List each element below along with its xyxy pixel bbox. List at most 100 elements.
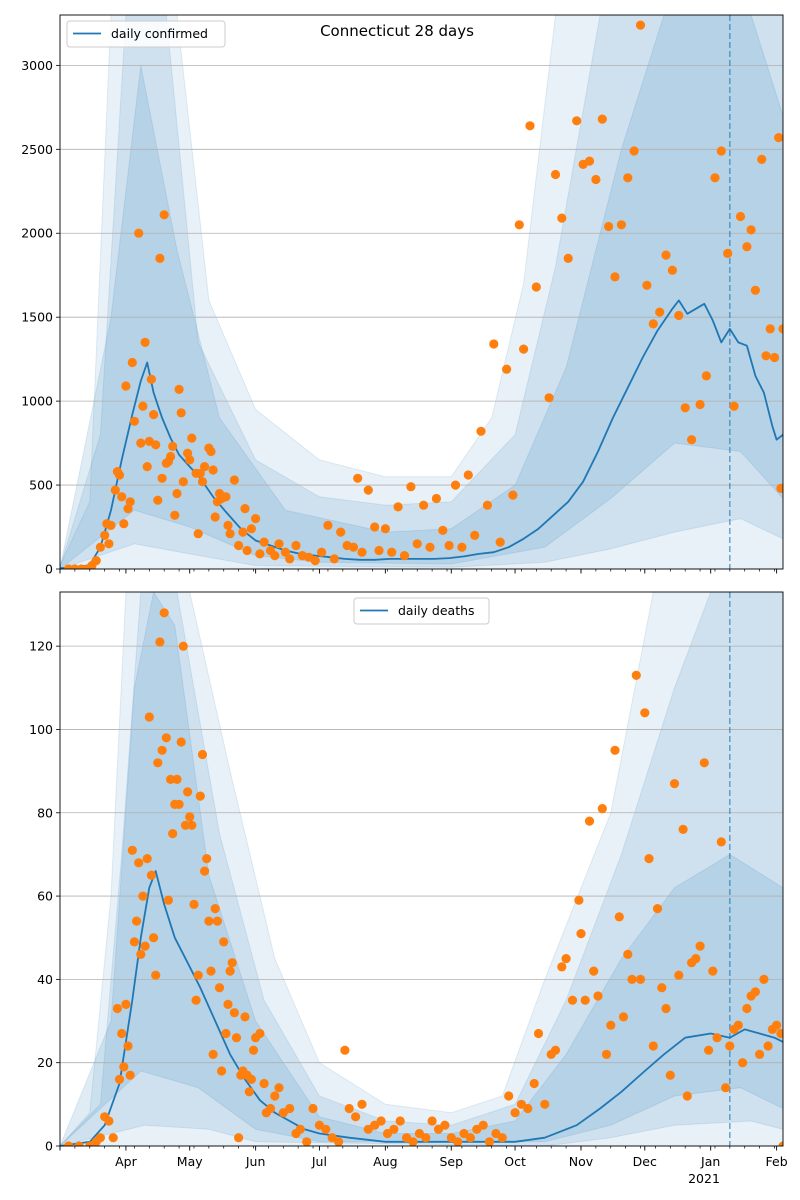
observed-point (302, 1137, 312, 1146)
observed-point (191, 995, 201, 1005)
observed-point (680, 403, 690, 413)
observed-point (514, 220, 524, 230)
x-tick-label: Jun (245, 1154, 266, 1169)
observed-point (127, 845, 137, 855)
observed-point (635, 20, 646, 30)
observed-point (525, 121, 535, 131)
observed-point (691, 954, 701, 964)
observed-point (178, 641, 188, 651)
observed-point (119, 1062, 129, 1072)
deaths-legend: daily deaths (353, 597, 490, 625)
observed-point (635, 974, 646, 985)
observed-point (112, 1003, 122, 1014)
observed-point (735, 211, 746, 222)
observed-point (187, 433, 197, 443)
observed-point (574, 895, 584, 905)
observed-point (695, 399, 705, 410)
observed-point (746, 225, 756, 235)
observed-point (280, 547, 290, 557)
observed-point (180, 820, 191, 830)
observed-point (557, 962, 567, 972)
observed-point (682, 1091, 692, 1101)
observed-point (321, 1124, 331, 1134)
observed-point (457, 542, 467, 552)
observed-point (580, 995, 590, 1005)
observed-point (240, 504, 250, 514)
y-tick-label: 1000 (21, 394, 53, 409)
observed-point (221, 492, 231, 502)
observed-point (616, 220, 627, 230)
observed-point (729, 401, 739, 411)
observed-point (623, 949, 633, 960)
observed-point (695, 941, 705, 951)
deaths-observed-points (63, 608, 783, 1146)
observed-point (129, 416, 139, 426)
observed-point (138, 891, 148, 901)
observed-point (674, 310, 684, 321)
observed-point (591, 174, 601, 185)
observed-point (151, 440, 161, 450)
observed-point (197, 477, 208, 487)
observed-point (687, 435, 697, 445)
observed-point (151, 970, 161, 980)
observed-point (140, 337, 150, 347)
observed-point (163, 895, 173, 905)
observed-point (251, 514, 261, 524)
confirmed-uncertainty-bands (60, 15, 783, 569)
observed-point (370, 522, 380, 532)
observed-point (221, 1028, 231, 1039)
observed-point (274, 1083, 284, 1093)
observed-point (121, 381, 131, 391)
observed-point (240, 1012, 250, 1022)
observed-point (572, 116, 582, 126)
observed-point (482, 500, 492, 510)
observed-point (750, 285, 761, 295)
observed-point (161, 733, 171, 743)
observed-point (229, 1008, 239, 1018)
observed-point (567, 995, 578, 1005)
observed-point (765, 324, 775, 334)
y-tick-label: 0 (45, 1139, 53, 1154)
axes-frame (59, 591, 784, 1147)
y-tick-label: 40 (37, 972, 53, 987)
y-tick-label: 2000 (21, 226, 53, 241)
observed-point (106, 520, 116, 531)
observed-point (478, 1120, 488, 1130)
observed-point (91, 556, 101, 566)
observed-point (210, 512, 220, 522)
observed-point (206, 966, 216, 976)
observed-point (255, 1028, 265, 1039)
observed-point (225, 966, 235, 976)
observed-point (317, 547, 327, 557)
observed-point (132, 916, 142, 926)
observed-point (129, 937, 139, 947)
observed-point (376, 1116, 386, 1126)
observed-point (197, 749, 208, 760)
observed-point (155, 253, 165, 263)
observed-point (174, 384, 184, 394)
observed-point (202, 854, 212, 864)
observed-point (149, 933, 159, 943)
observed-point (63, 1141, 74, 1146)
year-label: 2021 (688, 1171, 720, 1186)
observed-point (157, 473, 167, 483)
observed-point (593, 991, 603, 1001)
y-tick-label: 1500 (21, 310, 53, 325)
observed-point (563, 253, 573, 263)
observed-point (704, 1045, 714, 1055)
observed-point (225, 529, 235, 539)
observed-point (168, 829, 178, 839)
observed-point (363, 485, 373, 495)
observed-point (270, 1091, 280, 1101)
x-tick-label: Nov (569, 1154, 594, 1169)
observed-point (155, 637, 165, 647)
observed-point (408, 1137, 418, 1146)
observed-point (584, 816, 595, 826)
observed-point (195, 791, 205, 801)
observed-point (274, 539, 284, 549)
observed-point (310, 556, 320, 566)
observed-point (214, 983, 225, 993)
observed-point (259, 537, 269, 547)
deaths-axes: 0 20 40 60 80 100 120 Apr May Jun Jul Aug Sep Oct Nov D… (29, 591, 788, 1169)
observed-point (627, 974, 637, 985)
